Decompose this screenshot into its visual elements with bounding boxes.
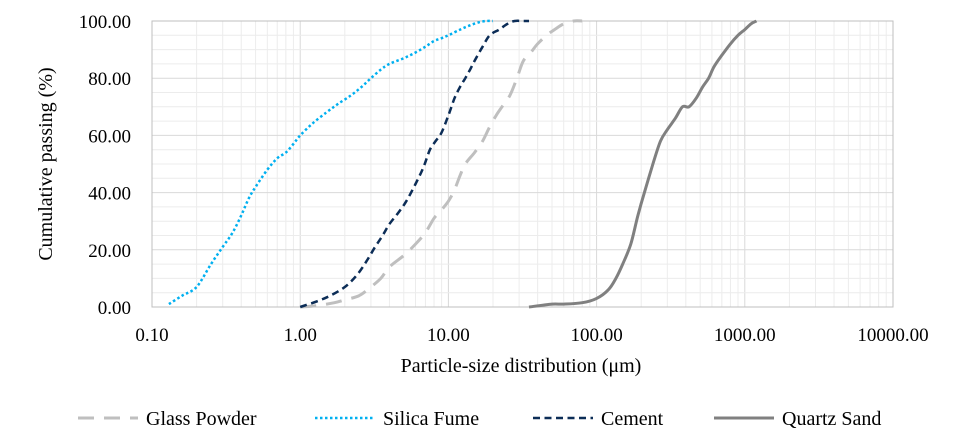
tick-labels: 0.10 1.00 10.00 100.00 1000.00 10000.00 0.00 20… [79, 12, 929, 346]
x-tick-label: 1000.00 [714, 325, 776, 346]
plot-border [151, 20, 894, 308]
y-tick-label: 40.00 [88, 184, 131, 205]
series-line [299, 19, 529, 309]
x-tick-label: 1.00 [284, 325, 317, 346]
y-tick-label: 20.00 [88, 241, 131, 262]
y-tick-label: 80.00 [88, 69, 131, 90]
y-tick-label: 100.00 [79, 12, 131, 33]
series-line [528, 19, 758, 309]
legend-label: Quartz Sand [782, 408, 881, 430]
x-axis-title: Particle-size distribution (μm) [401, 355, 642, 377]
series-lines [168, 19, 758, 309]
x-tick-label: 100.00 [570, 325, 622, 346]
legend-label: Silica Fume [383, 408, 479, 430]
y-tick-label: 60.00 [88, 126, 131, 147]
legend-label: Cement [601, 408, 664, 430]
axes [151, 20, 894, 308]
x-tick-label: 0.10 [135, 325, 168, 346]
x-tick-label: 10000.00 [857, 325, 928, 346]
y-axis-title: Cumulative passing (%) [35, 67, 57, 260]
x-tick-label: 10.00 [427, 325, 470, 346]
y-tick-label: 0.00 [98, 298, 131, 319]
legend: Glass Powder Silica Fume Cement Quartz Sand [78, 408, 881, 430]
legend-label: Glass Powder [146, 408, 257, 430]
series-line [168, 19, 494, 306]
series-line [300, 19, 583, 309]
